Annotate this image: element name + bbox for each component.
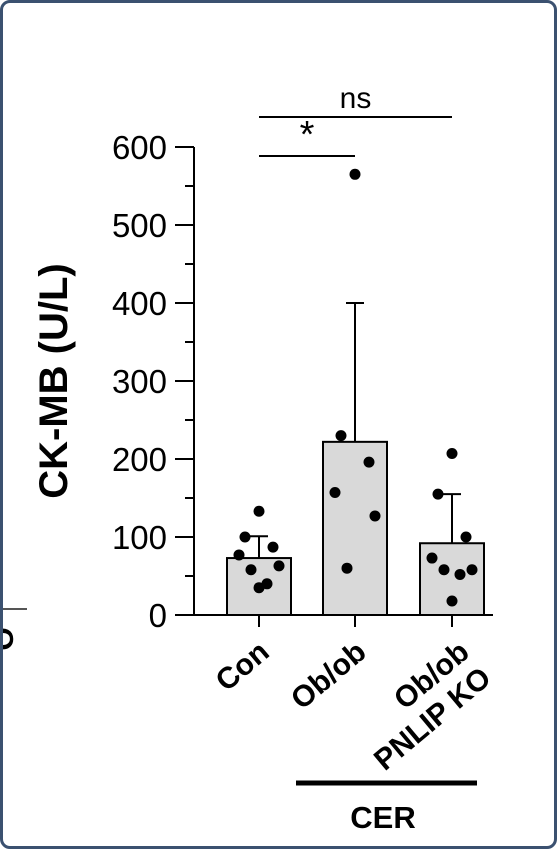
- significance-label: *: [300, 114, 315, 156]
- bar-chart: O CK-MB (U/L) 0 100 200 300 400 500 600 * ns Co…: [3, 82, 498, 835]
- data-point: [341, 562, 353, 574]
- y-tick-label: 300: [112, 363, 167, 400]
- data-point: [446, 595, 458, 607]
- x-tick-labels: Con Ob/ob Ob/obPNLIP KO: [210, 635, 498, 777]
- data-point: [273, 560, 285, 572]
- significance-brackets: * ns: [259, 82, 452, 157]
- y-tick-label: 200: [112, 441, 167, 478]
- left-panel-fragment-glyph: O: [3, 627, 20, 650]
- y-tick-label: 500: [112, 207, 167, 244]
- data-point: [349, 168, 361, 180]
- y-tick-label: 100: [112, 519, 167, 556]
- significance-label: ns: [340, 82, 372, 115]
- data-point: [426, 552, 438, 564]
- data-point: [432, 488, 444, 500]
- group-label: CER: [350, 800, 415, 835]
- data-point: [454, 568, 466, 580]
- data-point: [466, 564, 478, 576]
- y-tick-label: 0: [149, 597, 167, 634]
- data-point: [233, 549, 245, 561]
- bar-ob-ob: [322, 440, 388, 616]
- data-point: [369, 510, 381, 522]
- data-point: [329, 487, 341, 499]
- data-point: [253, 505, 265, 517]
- data-point: [446, 448, 458, 460]
- x-tick-label-line: Con: [210, 635, 276, 698]
- data-point: [335, 430, 347, 442]
- axes: 0 100 200 300 400 500 600: [112, 129, 493, 634]
- x-tick-label: Con: [210, 635, 276, 698]
- y-tick-label: 600: [112, 129, 167, 166]
- data-point: [438, 564, 450, 576]
- data-points: [233, 168, 478, 607]
- data-point: [267, 541, 279, 553]
- y-tick-label: 400: [112, 285, 167, 322]
- x-tick-label: Ob/ob: [285, 635, 373, 716]
- data-point: [253, 582, 265, 594]
- data-point: [460, 531, 472, 543]
- error-bars: [250, 302, 461, 559]
- data-point: [363, 456, 375, 468]
- x-tick-label-line: Ob/ob: [285, 635, 373, 716]
- data-point: [245, 564, 257, 576]
- data-point: [239, 531, 251, 543]
- y-axis-label: CK-MB (U/L): [32, 263, 76, 499]
